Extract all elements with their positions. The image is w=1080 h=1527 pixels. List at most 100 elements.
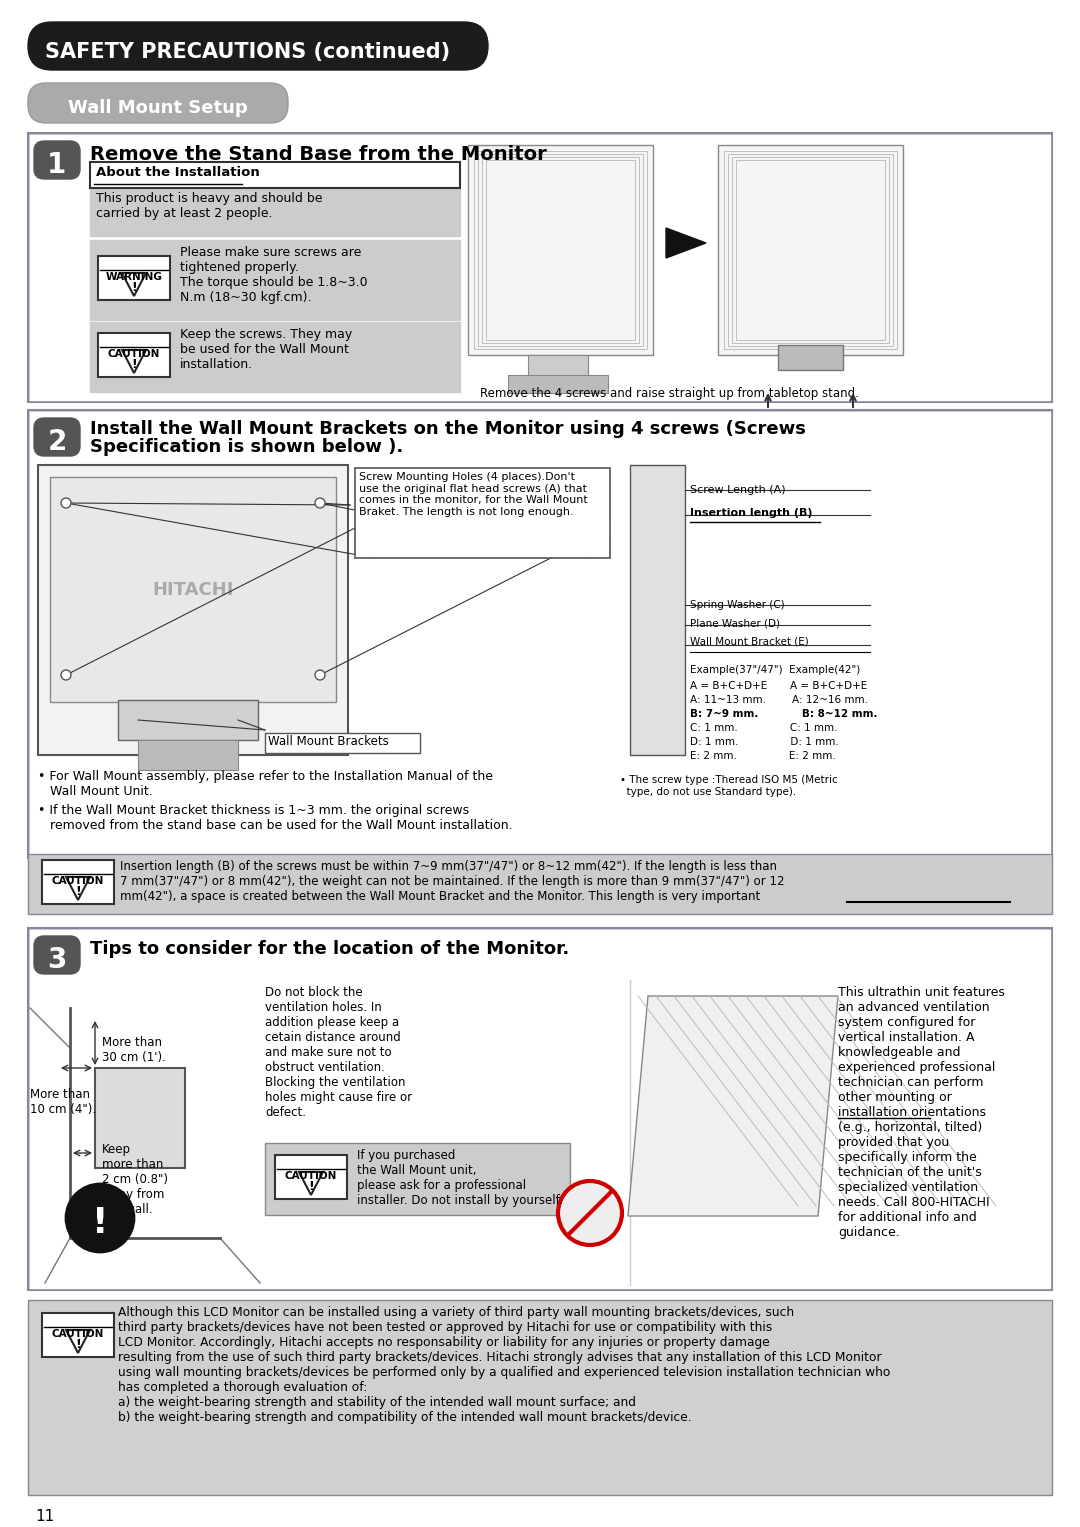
FancyBboxPatch shape [33,936,80,974]
Text: This ultrathin unit features
an advanced ventilation
system configured for
verti: This ultrathin unit features an advanced… [838,986,1004,1238]
Text: Please make sure screws are
tightened properly.
The torque should be 1.8~3.0
N.m: Please make sure screws are tightened pr… [180,246,367,304]
Text: • The screw type :Theread ISO M5 (Metric
  type, do not use Standard type).: • The screw type :Theread ISO M5 (Metric… [620,776,838,797]
Text: Keep the screws. They may
be used for the Wall Mount
installation.: Keep the screws. They may be used for th… [180,328,352,371]
Text: Tips to consider for the location of the Monitor.: Tips to consider for the location of the… [90,941,569,957]
Bar [778,345,843,370]
Bar [355,467,610,557]
Bar [98,257,170,299]
Text: HITACHI: HITACHI [152,580,233,599]
Text: Remove the 4 screws and raise straight up from tabletop stand.: Remove the 4 screws and raise straight u… [480,386,859,400]
Text: Spring Washer (C): Spring Washer (C) [690,600,785,609]
Text: Insertion length (B): Insertion length (B) [690,508,812,518]
Text: !: ! [308,1180,314,1193]
Text: Screw Length (A): Screw Length (A) [690,486,785,495]
Text: CAUTION: CAUTION [52,1328,104,1339]
Text: !: ! [76,1338,81,1351]
Bar [28,928,1052,1290]
Text: D: 1 mm.                D: 1 mm.: D: 1 mm. D: 1 mm. [690,738,839,747]
Bar [118,699,258,741]
Text: Do not block the
ventilation holes. In
addition please keep a
cetain distance ar: Do not block the ventilation holes. In a… [265,986,413,1119]
Bar [528,354,588,380]
Text: A: 11~13 mm.        A: 12~16 mm.: A: 11~13 mm. A: 12~16 mm. [690,695,868,705]
Bar [468,145,653,354]
Bar [138,741,238,770]
Text: WARNING: WARNING [106,272,162,282]
Polygon shape [299,1173,323,1196]
Text: !: ! [131,281,137,295]
Bar [265,733,420,753]
Circle shape [315,670,325,680]
Bar [724,151,897,350]
Text: Wall Mount Bracket (E): Wall Mount Bracket (E) [690,637,809,646]
Polygon shape [66,1330,90,1353]
Bar [42,860,114,904]
Bar [275,1154,347,1199]
Text: This product is heavy and should be
carried by at least 2 people.: This product is heavy and should be carr… [96,192,323,220]
FancyBboxPatch shape [33,140,80,179]
Bar [28,854,1052,915]
Text: CAUTION: CAUTION [285,1171,337,1180]
Text: !: ! [92,1206,108,1240]
Polygon shape [122,350,146,373]
Text: 7 mm(37"/47") or 8 mm(42"), the weight can not be maintained. If the length is m: 7 mm(37"/47") or 8 mm(42"), the weight c… [120,875,784,889]
Text: • For Wall Mount assembly, please refer to the Installation Manual of the
   Wal: • For Wall Mount assembly, please refer … [38,770,492,799]
Bar [98,333,170,377]
Text: CAUTION: CAUTION [52,876,104,886]
Text: A = B+C+D+E       A = B+C+D+E: A = B+C+D+E A = B+C+D+E [690,681,867,692]
Bar [478,154,643,347]
Circle shape [66,1183,134,1252]
Polygon shape [666,228,706,258]
Text: • If the Wall Mount Bracket thickness is 1~3 mm. the original screws
   removed : • If the Wall Mount Bracket thickness is… [38,805,513,832]
Bar [265,1144,570,1215]
Bar [718,145,903,354]
Text: Plane Washer (D): Plane Washer (D) [690,618,780,628]
Bar [630,466,685,754]
Bar [38,466,348,754]
Text: Specification is shown below ).: Specification is shown below ). [90,438,403,457]
Bar [30,412,1050,857]
Text: Although this LCD Monitor can be installed using a variety of third party wall m: Although this LCD Monitor can be install… [118,1306,890,1425]
FancyBboxPatch shape [33,418,80,457]
Text: Screw Mounting Holes (4 places).Don't
use the original flat head screws (A) that: Screw Mounting Holes (4 places).Don't us… [359,472,588,516]
Text: Example(37"/47")  Example(42"): Example(37"/47") Example(42") [690,664,861,675]
Text: E: 2 mm.                E: 2 mm.: E: 2 mm. E: 2 mm. [690,751,836,760]
FancyBboxPatch shape [28,82,288,124]
Bar [735,160,885,341]
Text: !: ! [131,357,137,371]
Text: mm(42"), a space is created between the Wall Mount Bracket and the Monitor. This: mm(42"), a space is created between the … [120,890,760,902]
Text: Install the Wall Mount Brackets on the Monitor using 4 screws (Screws: Install the Wall Mount Brackets on the M… [90,420,806,438]
Polygon shape [122,273,146,296]
Text: If you purchased
the Wall Mount unit,
please ask for a professional
installer. D: If you purchased the Wall Mount unit, pl… [357,1148,563,1206]
Text: Wall Mount Setup: Wall Mount Setup [68,99,248,118]
Text: Remove the Stand Base from the Monitor: Remove the Stand Base from the Monitor [90,145,546,163]
Text: !: ! [76,886,81,898]
Bar [482,157,639,344]
Circle shape [60,670,71,680]
Bar [486,160,635,341]
Polygon shape [627,996,838,1215]
FancyBboxPatch shape [28,21,488,70]
Text: About the Installation: About the Installation [96,166,260,179]
Bar [28,1299,1052,1495]
Text: SAFETY PRECAUTIONS (continued): SAFETY PRECAUTIONS (continued) [45,43,450,63]
Circle shape [60,498,71,508]
Text: 2: 2 [48,428,67,457]
Bar [95,1067,185,1168]
Text: 1: 1 [48,151,67,179]
Bar [508,376,608,392]
Bar [728,154,893,347]
Bar [28,411,1052,858]
Text: 11: 11 [35,1509,54,1524]
Text: CAUTION: CAUTION [108,350,160,359]
Bar [30,134,1050,400]
Text: B: 7~9 mm.            B: 8~12 mm.: B: 7~9 mm. B: 8~12 mm. [690,709,877,719]
Bar [28,133,1052,402]
Bar [732,157,889,344]
Text: C: 1 mm.                C: 1 mm.: C: 1 mm. C: 1 mm. [690,722,837,733]
Text: Keep
more than
2 cm (0.8")
away from
the wall.: Keep more than 2 cm (0.8") away from the… [102,1144,168,1215]
Bar [90,162,460,188]
Bar [90,240,460,321]
Text: More than
10 cm (4").: More than 10 cm (4"). [30,1089,96,1116]
Bar [90,188,460,237]
Bar [50,476,336,702]
